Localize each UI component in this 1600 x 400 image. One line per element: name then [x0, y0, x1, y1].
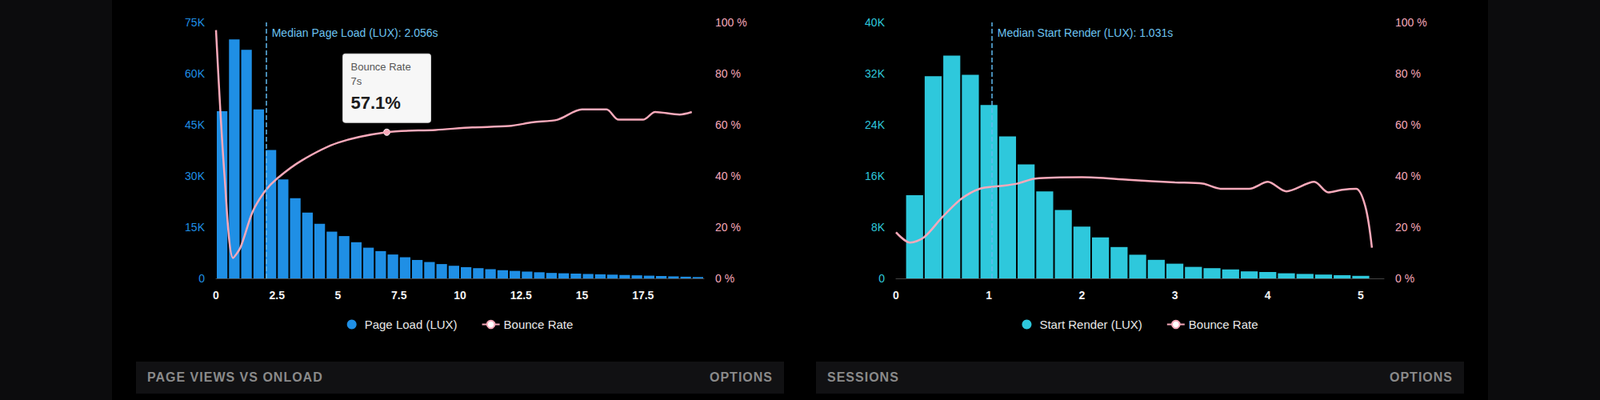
svg-text:20 %: 20 % — [1395, 220, 1421, 234]
svg-text:Bounce Rate: Bounce Rate — [504, 317, 574, 332]
svg-text:Median Start Render (LUX): 1.0: Median Start Render (LUX): 1.031s — [997, 26, 1173, 40]
svg-text:24K: 24K — [864, 118, 886, 132]
svg-text:Start Render (LUX): Start Render (LUX) — [1039, 317, 1142, 332]
svg-text:Page Load (LUX): Page Load (LUX) — [364, 317, 458, 332]
svg-text:30K: 30K — [184, 169, 206, 183]
svg-text:Median Page Load (LUX): 2.056s: Median Page Load (LUX): 2.056s — [272, 26, 439, 40]
svg-text:2.5: 2.5 — [269, 288, 286, 302]
svg-text:20 %: 20 % — [715, 220, 741, 234]
svg-text:2: 2 — [1078, 288, 1085, 302]
svg-text:45K: 45K — [184, 118, 206, 132]
svg-text:0 %: 0 % — [1395, 272, 1415, 285]
svg-text:40K: 40K — [864, 16, 886, 29]
svg-text:60 %: 60 % — [715, 118, 741, 132]
svg-text:15K: 15K — [184, 220, 206, 234]
svg-text:0: 0 — [212, 288, 220, 302]
svg-text:40 %: 40 % — [1395, 169, 1421, 183]
html-text:PAGE VIEWS VS ONLOAD: PAGE VIEWS VS ONLOAD — [147, 370, 323, 384]
svg-text:80 %: 80 % — [1395, 67, 1421, 80]
svg-text:Bounce Rate: Bounce Rate — [351, 60, 412, 73]
svg-text:3: 3 — [1172, 288, 1179, 302]
svg-text:0: 0 — [198, 272, 205, 285]
svg-text:80 %: 80 % — [715, 67, 741, 80]
svg-text:10: 10 — [453, 288, 467, 302]
html-text:OPTIONS: OPTIONS — [709, 370, 773, 384]
svg-text:15: 15 — [576, 288, 589, 302]
svg-text:Bounce Rate: Bounce Rate — [1188, 317, 1259, 332]
svg-text:60K: 60K — [184, 67, 206, 80]
svg-text:57.1%: 57.1% — [351, 92, 401, 113]
svg-text:75K: 75K — [184, 16, 206, 29]
svg-text:0 %: 0 % — [715, 272, 735, 285]
svg-text:16K: 16K — [864, 169, 886, 183]
svg-text:40 %: 40 % — [715, 169, 741, 183]
svg-text:0: 0 — [878, 272, 885, 285]
svg-text:100 %: 100 % — [715, 16, 748, 29]
svg-text:7.5: 7.5 — [391, 288, 408, 302]
svg-text:12.5: 12.5 — [510, 288, 532, 302]
svg-text:5: 5 — [1357, 288, 1364, 302]
svg-text:60 %: 60 % — [1395, 118, 1421, 132]
svg-text:8K: 8K — [871, 220, 886, 234]
svg-text:5: 5 — [335, 288, 342, 302]
html-text:OPTIONS: OPTIONS — [1389, 370, 1453, 384]
svg-text:7s: 7s — [351, 75, 363, 88]
svg-text:4: 4 — [1264, 288, 1272, 302]
svg-text:1: 1 — [985, 288, 992, 302]
svg-text:17.5: 17.5 — [632, 288, 654, 302]
svg-text:0: 0 — [892, 288, 900, 302]
html-text:SESSIONS: SESSIONS — [827, 370, 900, 384]
svg-text:100 %: 100 % — [1395, 16, 1428, 29]
svg-text:32K: 32K — [864, 67, 886, 80]
